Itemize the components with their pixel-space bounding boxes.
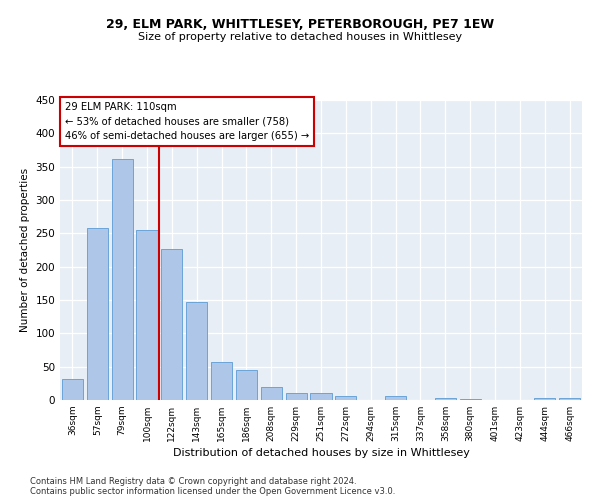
Bar <box>211 362 232 400</box>
Text: 29 ELM PARK: 110sqm
← 53% of detached houses are smaller (758)
46% of semi-detac: 29 ELM PARK: 110sqm ← 53% of detached ho… <box>65 102 310 141</box>
Text: Contains HM Land Registry data © Crown copyright and database right 2024.: Contains HM Land Registry data © Crown c… <box>30 478 356 486</box>
Text: 29, ELM PARK, WHITTLESEY, PETERBOROUGH, PE7 1EW: 29, ELM PARK, WHITTLESEY, PETERBOROUGH, … <box>106 18 494 30</box>
Bar <box>186 302 207 400</box>
Text: Size of property relative to detached houses in Whittlesey: Size of property relative to detached ho… <box>138 32 462 42</box>
Bar <box>286 394 307 400</box>
Bar <box>161 248 182 400</box>
Text: Contains public sector information licensed under the Open Government Licence v3: Contains public sector information licen… <box>30 488 395 496</box>
X-axis label: Distribution of detached houses by size in Whittlesey: Distribution of detached houses by size … <box>173 448 469 458</box>
Bar <box>435 398 456 400</box>
Y-axis label: Number of detached properties: Number of detached properties <box>20 168 30 332</box>
Bar <box>236 370 257 400</box>
Bar <box>62 378 83 400</box>
Bar <box>559 398 580 400</box>
Bar <box>87 228 108 400</box>
Bar <box>385 396 406 400</box>
Bar <box>261 388 282 400</box>
Bar <box>136 230 158 400</box>
Bar <box>112 158 133 400</box>
Bar <box>335 396 356 400</box>
Bar <box>310 394 332 400</box>
Bar <box>534 398 555 400</box>
Bar <box>460 398 481 400</box>
